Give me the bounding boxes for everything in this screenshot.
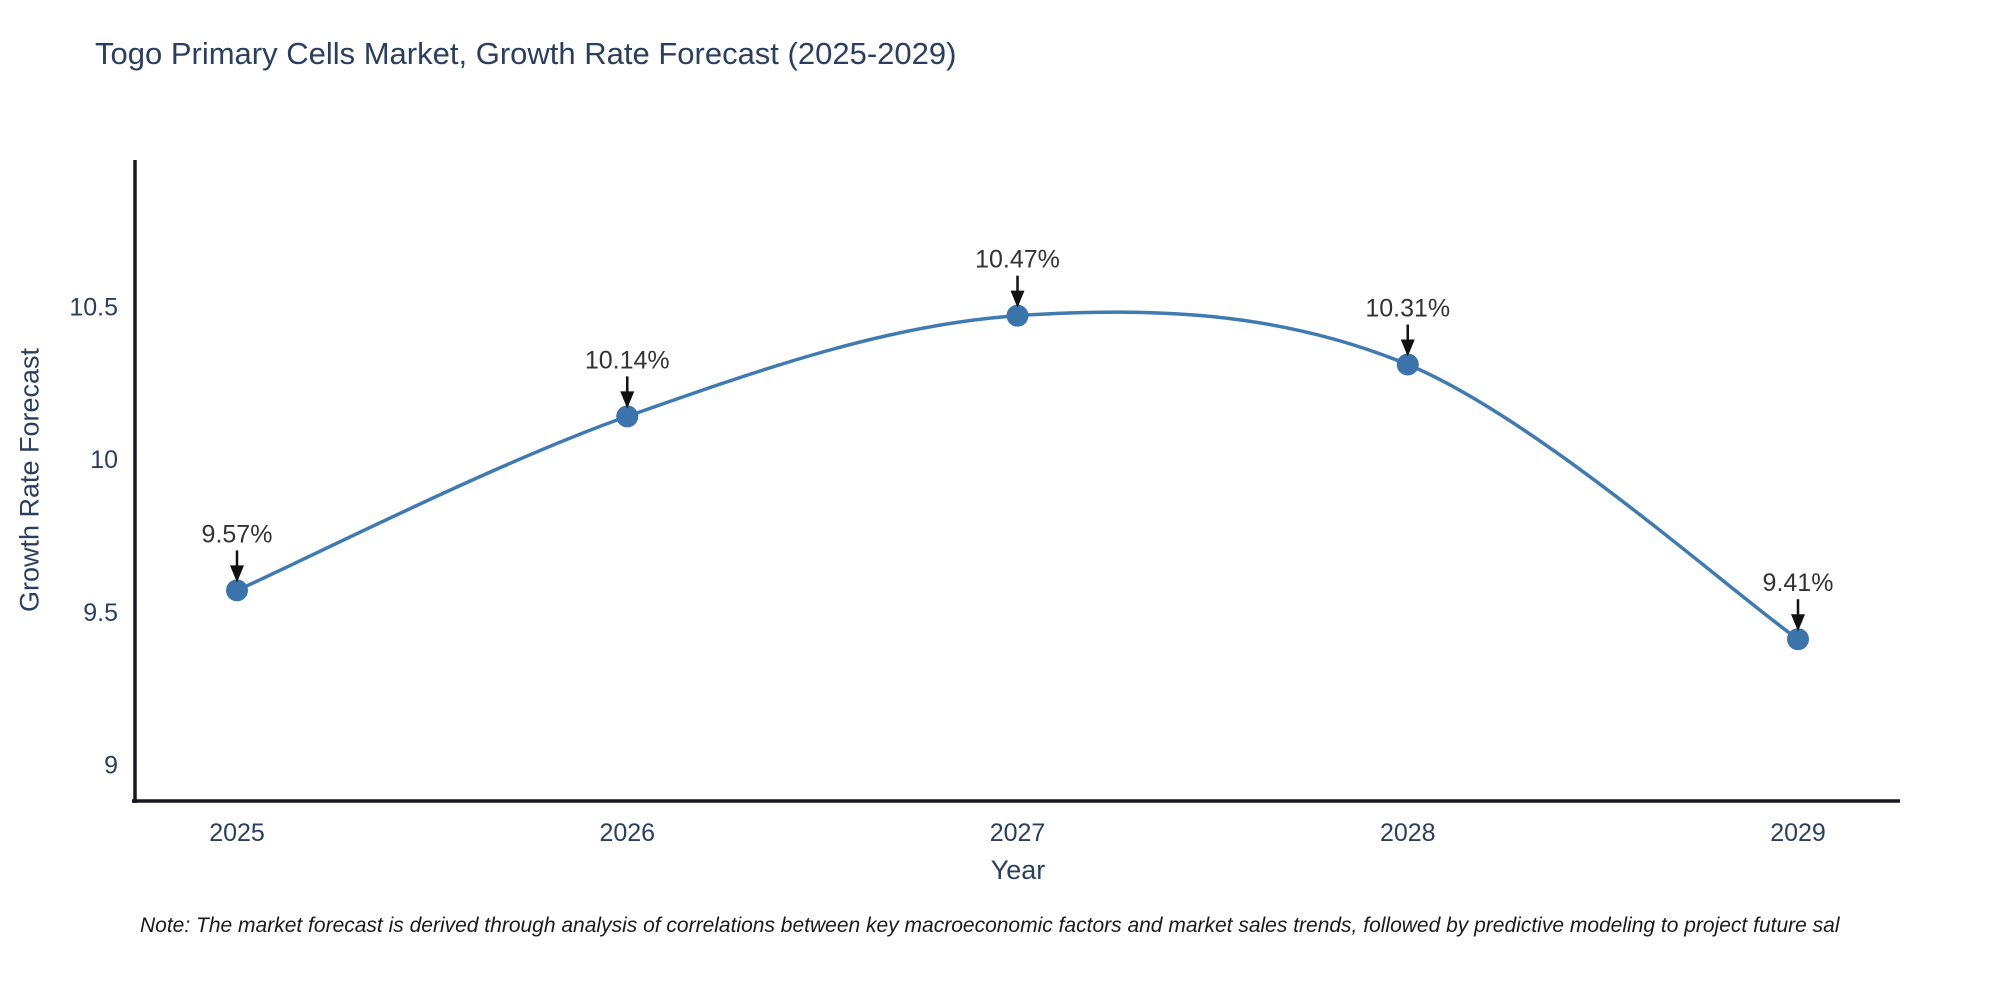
trend-line [236, 310, 1800, 641]
annotation-arrow-head [620, 391, 635, 409]
y-tick-label: 9 [104, 751, 118, 779]
annotation-arrow-head [230, 565, 244, 583]
point-annotation-label: 9.57% [202, 520, 273, 548]
x-tick-label: 2029 [1770, 819, 1826, 847]
point-annotation-label: 10.47% [975, 246, 1060, 274]
y-tick-label: 10 [90, 446, 118, 474]
point-annotation-label: 10.14% [585, 346, 670, 374]
x-tick-label: 2025 [209, 819, 265, 847]
data-point-marker [1396, 353, 1419, 376]
annotation-arrow-head [1791, 614, 1805, 632]
x-tick-label: 2026 [599, 819, 655, 847]
chart-title: Togo Primary Cells Market, Growth Rate F… [95, 36, 957, 71]
footnote-text: Note: The market forecast is derived thr… [140, 914, 1840, 937]
y-tick-label: 9.5 [83, 599, 118, 627]
data-point-marker [226, 579, 248, 602]
annotation-arrow-head [1400, 339, 1415, 357]
data-point-marker [1787, 628, 1809, 651]
data-point-marker [1006, 304, 1029, 327]
annotation-arrow-head [1010, 290, 1025, 308]
x-axis-title: Year [990, 855, 1046, 885]
data-point-marker [616, 405, 639, 428]
y-tick-label: 10.5 [69, 294, 118, 322]
x-tick-label: 2028 [1380, 819, 1436, 847]
point-annotation-label: 10.31% [1365, 295, 1450, 323]
x-tick-label: 2027 [990, 819, 1046, 847]
point-annotation-label: 9.41% [1763, 569, 1834, 597]
